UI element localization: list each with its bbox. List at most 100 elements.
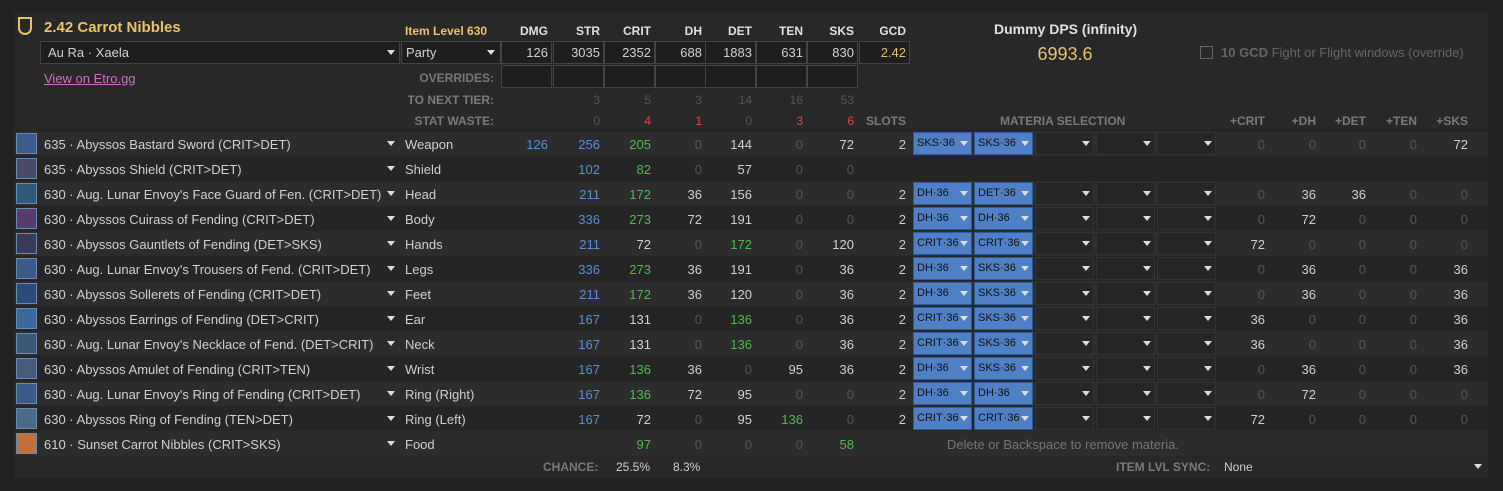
gear-name[interactable]: 630 · Abyssos Ring of Fending (TEN>DET) [44, 412, 293, 427]
materia-select[interactable] [1035, 407, 1094, 430]
materia-select[interactable]: CRIT·36 [974, 407, 1033, 430]
gear-name[interactable]: 630 · Aug. Lunar Envoy's Ring of Fending… [44, 387, 361, 402]
materia-select[interactable] [1096, 332, 1155, 355]
party-select[interactable] [401, 41, 501, 64]
materia-select[interactable]: DH·36 [913, 257, 972, 280]
materia-select[interactable] [1157, 232, 1216, 255]
gear-slot: Ear [405, 312, 426, 327]
gear-bonus: 0 [1257, 262, 1265, 277]
dropdown-arrow [960, 366, 968, 371]
gear-slots: 2 [898, 262, 906, 277]
materia-select[interactable]: SKS·36 [974, 307, 1033, 330]
materia-select[interactable]: DH·36 [913, 282, 972, 305]
sync-label: ITEM LVL SYNC: [1116, 460, 1211, 474]
option-label: 10 GCD Fight or Flight windows (override… [1221, 45, 1464, 60]
stat-header: TEN [779, 24, 803, 38]
option-checkbox[interactable] [1200, 46, 1213, 59]
gear-stat: 131 [629, 312, 651, 327]
materia-select[interactable] [1096, 257, 1155, 280]
sync-value[interactable]: None [1224, 460, 1253, 474]
materia-select[interactable] [1035, 282, 1094, 305]
materia-select[interactable] [1035, 132, 1094, 155]
materia-select[interactable] [1157, 257, 1216, 280]
materia-select[interactable]: DET·36 [974, 182, 1033, 205]
chance-crit: 25.5% [616, 460, 651, 474]
materia-select[interactable] [1096, 357, 1155, 380]
materia-select[interactable] [1096, 407, 1155, 430]
gear-name[interactable]: 630 · Abyssos Gauntlets of Fending (DET>… [44, 237, 322, 252]
materia-select[interactable] [1035, 332, 1094, 355]
etro-link[interactable]: View on Etro.gg [44, 71, 136, 86]
materia-select[interactable] [1035, 307, 1094, 330]
gear-stat: 0 [795, 437, 803, 452]
materia-select[interactable] [1035, 382, 1094, 405]
materia-select[interactable] [1096, 382, 1155, 405]
gear-name[interactable]: 635 · Abyssos Bastard Sword (CRIT>DET) [44, 137, 291, 152]
gear-stat: 144 [730, 137, 752, 152]
materia-select[interactable]: CRIT·36 [913, 307, 972, 330]
dropdown-arrow [1021, 241, 1029, 246]
materia-select[interactable] [1157, 382, 1216, 405]
bonus-header: +CRIT [1229, 114, 1265, 128]
gear-name[interactable]: 630 · Aug. Lunar Envoy's Necklace of Fen… [44, 337, 374, 352]
materia-select[interactable] [1096, 232, 1155, 255]
stat-header: DET [728, 24, 752, 38]
materia-select[interactable]: SKS·36 [974, 332, 1033, 355]
gear-name[interactable]: 635 · Abyssos Shield (CRIT>DET) [44, 162, 242, 177]
gear-name[interactable]: 630 · Abyssos Earrings of Fending (DET>C… [44, 312, 319, 327]
materia-select[interactable] [1157, 307, 1216, 330]
materia-select[interactable]: DH·36 [974, 207, 1033, 230]
materia-select[interactable] [1096, 282, 1155, 305]
race-select[interactable] [40, 41, 400, 64]
gear-stat: 0 [795, 237, 803, 252]
materia-select[interactable] [1035, 182, 1094, 205]
dropdown-arrow [1143, 216, 1151, 221]
gear-stat: 211 [579, 287, 600, 302]
materia-select[interactable]: SKS·36 [974, 357, 1033, 380]
materia-select[interactable]: SKS·36 [913, 132, 972, 155]
materia-select[interactable] [1035, 232, 1094, 255]
stat-header: DMG [520, 24, 548, 38]
materia-select[interactable]: CRIT·36 [913, 232, 972, 255]
materia-select[interactable]: DH·36 [913, 207, 972, 230]
materia-select[interactable] [1035, 257, 1094, 280]
materia-select[interactable]: SKS·36 [974, 282, 1033, 305]
gear-name[interactable]: 630 · Abyssos Cuirass of Fending (CRIT>D… [44, 212, 315, 227]
materia-select[interactable] [1157, 182, 1216, 205]
materia-select[interactable] [1096, 182, 1155, 205]
materia-select[interactable] [1157, 357, 1216, 380]
materia-select[interactable] [1096, 307, 1155, 330]
materia-select[interactable]: CRIT·36 [913, 332, 972, 355]
materia-select[interactable] [1035, 357, 1094, 380]
gear-stat: 172 [629, 287, 651, 302]
gear-name[interactable]: 630 · Aug. Lunar Envoy's Face Guard of F… [44, 187, 382, 202]
gear-stat: 36 [839, 312, 854, 327]
override-cell [807, 65, 858, 88]
gear-name[interactable]: 630 · Aug. Lunar Envoy's Trousers of Fen… [44, 262, 371, 277]
materia-select[interactable]: DH·36 [913, 357, 972, 380]
gear-slot: Body [405, 212, 435, 227]
materia-select[interactable] [1157, 132, 1216, 155]
materia-select[interactable]: DH·36 [913, 382, 972, 405]
materia-select[interactable]: DH·36 [974, 382, 1033, 405]
materia-select[interactable] [1157, 407, 1216, 430]
gear-name[interactable]: 630 · Abyssos Amulet of Fending (CRIT>TE… [44, 362, 311, 377]
dropdown-arrow [1204, 241, 1212, 246]
materia-select[interactable]: CRIT·36 [913, 407, 972, 430]
materia-select[interactable] [1157, 207, 1216, 230]
materia-select[interactable] [1035, 207, 1094, 230]
materia-select[interactable]: SKS·36 [974, 132, 1033, 155]
materia-select[interactable]: DH·36 [913, 182, 972, 205]
materia-select[interactable] [1096, 207, 1155, 230]
gear-stat: 0 [846, 212, 854, 227]
materia-select[interactable] [1157, 282, 1216, 305]
materia-select[interactable]: SKS·36 [974, 257, 1033, 280]
stat-header: SKS [829, 24, 854, 38]
bonus-header: +DET [1334, 114, 1366, 128]
materia-select[interactable] [1096, 132, 1155, 155]
gear-name[interactable]: 630 · Abyssos Sollerets of Fending (CRIT… [44, 287, 322, 302]
materia-select[interactable]: CRIT·36 [974, 232, 1033, 255]
gear-bonus: 0 [1409, 262, 1417, 277]
materia-select[interactable] [1157, 332, 1216, 355]
gear-name[interactable]: 610 · Sunset Carrot Nibbles (CRIT>SKS) [44, 437, 281, 452]
